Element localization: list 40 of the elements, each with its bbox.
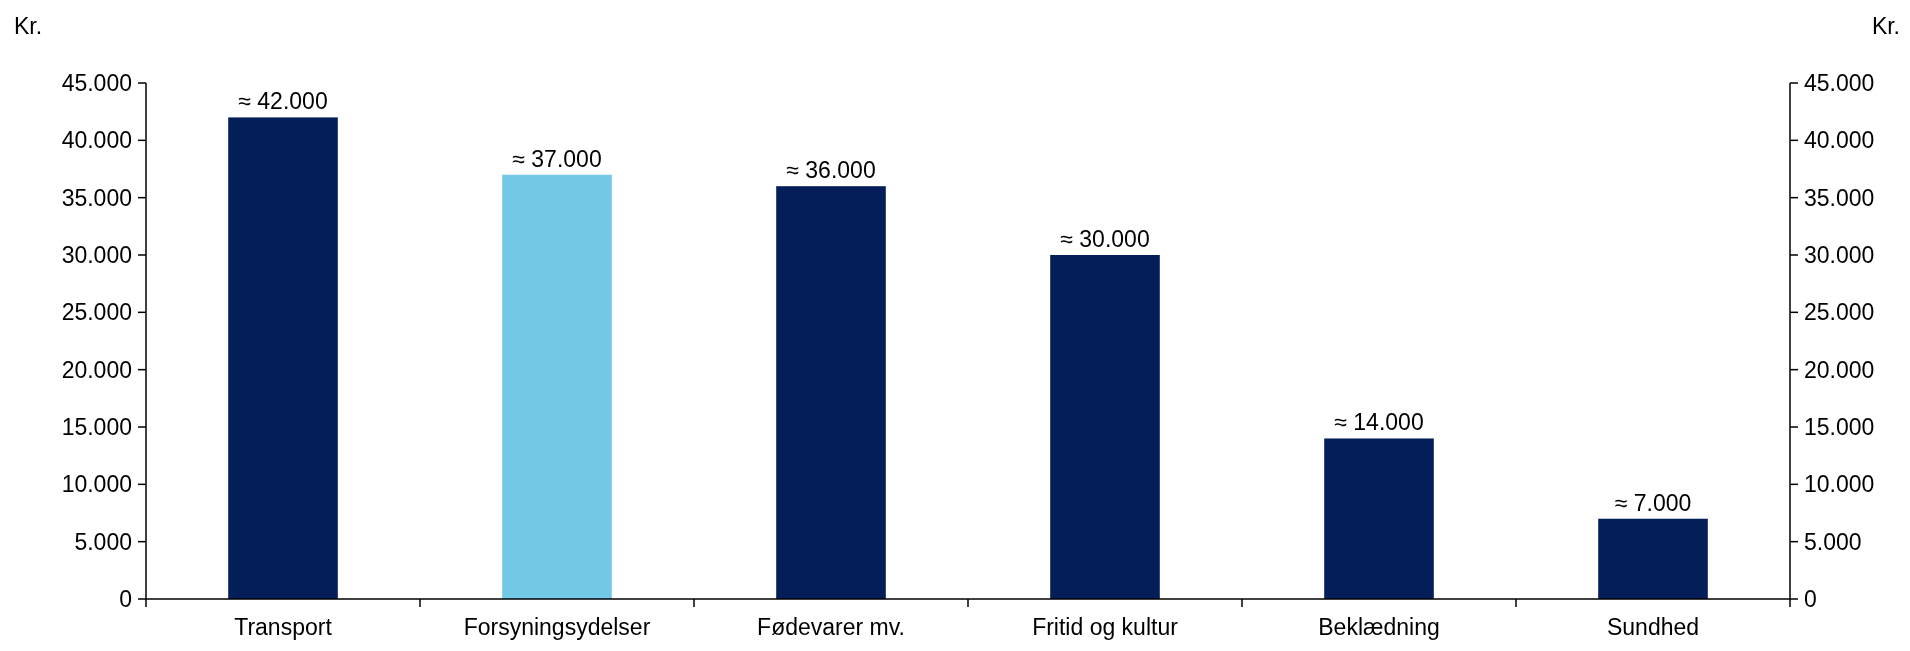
bar [1324, 438, 1434, 599]
data-label: ≈ 42.000 [238, 88, 328, 115]
bar [228, 117, 338, 599]
x-tick-label: Transport [234, 614, 333, 640]
y2-tick-label: 5.000 [1804, 528, 1862, 555]
x-tick-label: Forsyningsydelser [463, 614, 651, 640]
y-axis-title: Kr. [14, 13, 43, 39]
y-tick-label: 15.000 [61, 414, 132, 441]
y-tick-label: 10.000 [61, 471, 132, 498]
y-tick-label: 35.000 [61, 184, 132, 211]
x-tick-label: Fritid og kultur [1032, 614, 1179, 640]
data-label: ≈ 7.000 [1614, 489, 1692, 516]
y-tick-label: 40.000 [61, 127, 132, 154]
y-tick-label: 0 [119, 586, 132, 613]
data-label: ≈ 37.000 [512, 145, 602, 172]
x-tick-label: Beklædning [1318, 614, 1440, 640]
bar [1050, 255, 1160, 599]
y-tick-label: 25.000 [61, 299, 132, 326]
y2-tick-label: 15.000 [1804, 414, 1875, 441]
bar [502, 174, 612, 599]
data-label: ≈ 30.000 [1060, 226, 1150, 252]
y2-tick-label: 10.000 [1804, 471, 1875, 498]
y2-axis-title: Kr. [1871, 13, 1900, 39]
data-label: ≈ 36.000 [786, 157, 876, 184]
y2-tick-label: 20.000 [1804, 356, 1875, 383]
y2-tick-label: 40.000 [1804, 127, 1875, 154]
y-tick-label: 20.000 [61, 356, 132, 383]
data-label: ≈ 14.000 [1334, 409, 1424, 436]
bar [776, 186, 886, 599]
y2-tick-label: 0 [1804, 586, 1817, 613]
y-tick-label: 30.000 [61, 242, 132, 269]
x-tick-label: Fødevarer mv. [757, 614, 905, 640]
y-tick-label: 45.000 [61, 70, 132, 97]
y2-tick-label: 25.000 [1804, 299, 1875, 326]
y2-tick-label: 30.000 [1804, 242, 1875, 269]
x-tick-label: Sundhed [1606, 614, 1700, 640]
y2-tick-label: 45.000 [1804, 70, 1875, 97]
y2-tick-label: 35.000 [1804, 184, 1875, 211]
y-tick-label: 5.000 [74, 528, 132, 555]
bar [1598, 518, 1708, 599]
